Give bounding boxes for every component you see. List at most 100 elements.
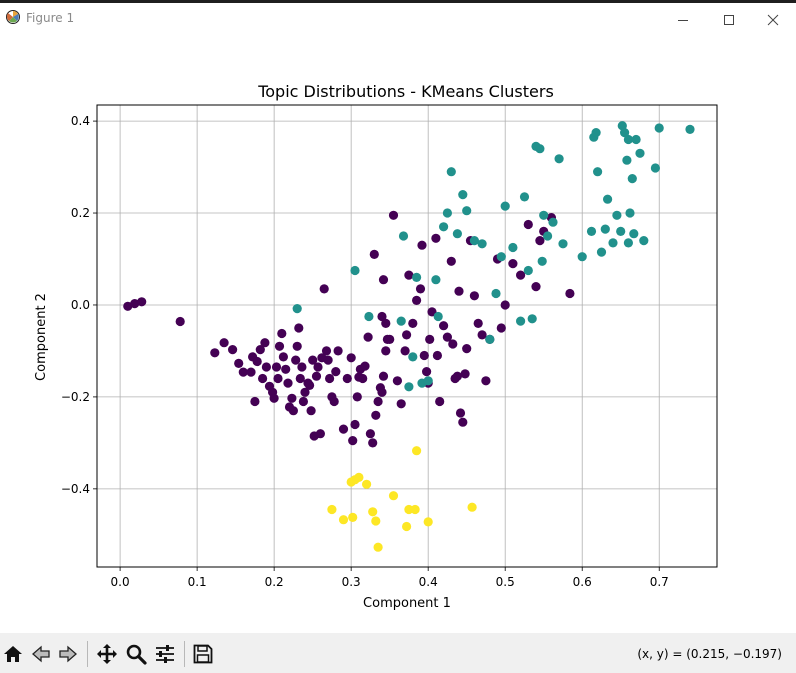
data-point-cluster-1 [593,167,603,177]
data-point-cluster-1 [408,352,418,362]
data-point-cluster-0 [458,417,468,427]
data-point-cluster-1 [508,242,518,253]
data-point-cluster-0 [283,378,293,388]
data-point-cluster-0 [319,284,329,294]
data-point-cluster-0 [246,367,256,377]
data-point-cluster-0 [308,355,318,365]
data-point-cluster-0 [531,282,541,292]
data-point-cluster-0 [392,376,402,386]
cursor-coordinates: (x, y) = (0.215, −0.197) [637,647,782,661]
back-button[interactable] [29,642,53,666]
data-point-cluster-0 [306,406,316,416]
data-point-cluster-1 [543,231,553,241]
data-point-cluster-0 [369,249,379,259]
y-tick-label: 0.0 [71,298,90,312]
data-point-cluster-1 [620,128,630,138]
data-point-cluster-1 [591,128,601,138]
data-point-cluster-0 [277,328,287,339]
data-point-cluster-1 [685,124,695,134]
data-point-cluster-0 [274,341,285,351]
pan-button[interactable] [95,642,119,666]
data-point-cluster-1 [292,304,302,314]
data-point-cluster-2 [373,542,383,552]
forward-button[interactable] [56,642,80,666]
matplotlib-figure-icon [6,10,20,24]
data-point-cluster-0 [258,373,268,384]
data-point-cluster-1 [608,238,618,248]
data-point-cluster-2 [348,512,358,522]
data-point-cluster-0 [300,387,310,397]
figure-canvas[interactable]: Topic Distributions - KMeans Clusters 0.… [0,33,796,633]
data-point-cluster-1 [539,210,549,220]
data-point-cluster-0 [446,256,456,266]
minimize-button[interactable] [660,6,706,34]
data-point-cluster-2 [327,504,337,515]
data-point-cluster-0 [297,362,307,372]
data-point-cluster-0 [298,396,308,407]
data-point-cluster-1 [617,121,627,131]
data-point-cluster-0 [365,429,375,439]
data-point-cluster-0 [323,355,333,365]
y-tick-label: −0.2 [61,390,90,404]
data-point-cluster-0 [523,219,533,230]
data-point-cluster-1 [446,167,456,177]
data-point-cluster-2 [354,472,364,482]
data-point-cluster-0 [331,367,341,377]
data-point-cluster-0 [368,438,378,448]
data-point-cluster-2 [412,446,422,456]
data-point-cluster-0 [516,270,526,280]
data-point-cluster-0 [219,338,229,348]
x-axis-label: Component 1 [363,596,451,611]
data-point-cluster-0 [311,371,322,381]
data-point-cluster-0 [315,429,325,439]
x-tick-label: 0.2 [265,575,284,589]
data-point-cluster-0 [381,346,391,356]
data-point-cluster-1 [577,252,587,262]
data-point-cluster-0 [329,396,339,407]
home-button[interactable] [1,642,25,666]
data-point-cluster-1 [603,194,613,204]
data-point-cluster-0 [412,295,422,305]
data-point-cluster-1 [491,288,501,299]
data-point-cluster-0 [377,387,387,397]
data-point-cluster-0 [313,362,323,372]
data-point-cluster-0 [292,341,302,351]
data-point-cluster-0 [477,330,487,340]
data-point-cluster-0 [373,396,383,407]
maximize-button[interactable] [706,6,752,34]
data-point-cluster-0 [325,373,335,384]
data-point-cluster-0 [439,321,449,331]
back-arrow-icon [32,645,50,663]
data-point-cluster-0 [250,396,260,407]
x-tick-label: 0.7 [650,575,669,589]
title-bar[interactable]: Figure 1 [0,3,796,33]
data-point-cluster-0 [417,240,427,250]
data-point-cluster-1 [623,134,634,145]
y-axis-label: Component 2 [34,293,49,381]
data-point-cluster-1 [586,226,597,236]
close-button[interactable] [750,6,796,34]
data-point-cluster-1 [496,252,506,262]
data-point-cluster-0 [402,330,412,340]
data-point-cluster-1 [622,155,632,165]
data-point-cluster-0 [295,373,305,384]
data-point-cluster-1 [635,148,645,158]
data-point-cluster-1 [523,265,533,276]
data-point-cluster-1 [600,224,610,234]
data-point-cluster-1 [650,163,661,173]
configure-subplots-button[interactable] [153,642,177,666]
data-point-cluster-0 [535,236,545,246]
zoom-button[interactable] [124,642,148,666]
data-point-cluster-0 [175,316,185,327]
window-title: Figure 1 [26,11,75,25]
maximize-icon [724,15,734,25]
toolbar-separator [184,641,185,667]
data-point-cluster-1 [485,334,495,344]
data-point-cluster-0 [228,345,238,355]
data-point-cluster-1 [442,208,452,218]
data-point-cluster-0 [454,286,464,296]
data-point-cluster-0 [408,318,418,328]
save-button[interactable] [191,642,215,666]
x-tick-label: 0.1 [188,575,207,589]
data-point-cluster-0 [381,318,391,328]
